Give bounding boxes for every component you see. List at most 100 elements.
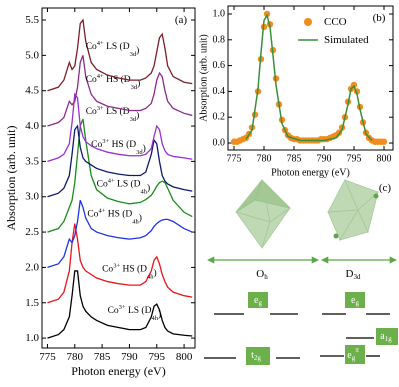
label-part: ) bbox=[154, 268, 157, 279]
label-part: Co bbox=[97, 180, 108, 190]
level-label: egπ bbox=[347, 346, 359, 362]
octahedron-d3d bbox=[327, 179, 379, 241]
panel-label: (b) bbox=[373, 12, 386, 24]
label-part: Co bbox=[86, 75, 97, 85]
face bbox=[339, 209, 369, 241]
y-axis-title: Absorption (arb. unit) bbox=[199, 34, 210, 122]
legend-label: Simulated bbox=[324, 34, 369, 46]
symmetry-label: Oh bbox=[256, 268, 268, 281]
label-part: ) bbox=[137, 78, 140, 89]
label-part: Co bbox=[86, 107, 97, 117]
y-tick-label: 0.6 bbox=[213, 60, 226, 71]
label-part: 4h bbox=[151, 315, 158, 322]
base: e bbox=[351, 295, 356, 306]
y-tick-label: 5.0 bbox=[25, 49, 39, 61]
label-part: 4h bbox=[141, 188, 148, 195]
sub: g bbox=[352, 354, 356, 362]
label-part: ) bbox=[139, 212, 142, 223]
series-label: Co3+ LS (D4h) bbox=[108, 304, 162, 322]
panel-c: (c) Oh D3d eg t2g bbox=[204, 178, 398, 365]
x-axis-title: Photon energy (eV) bbox=[71, 364, 165, 378]
level-label: eg bbox=[351, 295, 359, 308]
y-tick-label: 1.0 bbox=[213, 9, 226, 20]
panel-label: (a) bbox=[175, 14, 188, 26]
y-tick-label: 2.0 bbox=[25, 261, 39, 273]
base: t bbox=[251, 350, 254, 361]
label-part: ) bbox=[158, 309, 161, 320]
label-part: 3+ bbox=[113, 262, 120, 269]
series-label: Co4+ HS (D3d) bbox=[86, 73, 141, 91]
label-part: 4+ bbox=[97, 73, 104, 80]
label-part: HS (D bbox=[120, 264, 147, 275]
face bbox=[261, 207, 291, 249]
ligand bbox=[373, 193, 379, 199]
panel: 775 780 785 790 795 800 0.0 0.2 0.4 0.6 0.8 1.0 (b) P… bbox=[199, 5, 394, 179]
label-part: 4+ bbox=[108, 177, 115, 184]
ligand bbox=[333, 233, 339, 239]
label-part: 4h bbox=[147, 273, 154, 280]
y-tick-label: 4.5 bbox=[25, 85, 39, 97]
data-point bbox=[350, 81, 358, 89]
legend-label: CCO bbox=[324, 16, 347, 28]
legend-marker bbox=[304, 18, 312, 26]
label-part: Co bbox=[87, 209, 98, 219]
label-part: ) bbox=[143, 143, 146, 154]
data-line bbox=[47, 223, 193, 304]
sub: 2g bbox=[254, 354, 262, 362]
sup: π bbox=[355, 346, 359, 354]
base: O bbox=[256, 268, 264, 280]
label-part: 3+ bbox=[119, 304, 126, 311]
level-box bbox=[376, 328, 398, 345]
sub: g bbox=[355, 299, 359, 307]
x-tick-label: 800 bbox=[377, 154, 392, 165]
x-tick-label: 775 bbox=[39, 351, 56, 363]
label-part: LS (D bbox=[104, 41, 130, 52]
plot-frame bbox=[41, 7, 196, 349]
sub: 3d bbox=[353, 273, 361, 281]
label-part: Co bbox=[102, 265, 113, 275]
octahedron-oh bbox=[234, 178, 292, 249]
label-part: LS (D bbox=[126, 305, 152, 316]
series-label: Co3+ HS (D4h) bbox=[102, 262, 157, 280]
data-line bbox=[47, 55, 193, 127]
label-part: Co bbox=[86, 42, 97, 52]
x-tick-label: 790 bbox=[317, 154, 332, 165]
label-part: ) bbox=[136, 45, 139, 56]
sub: h bbox=[264, 273, 268, 281]
data-point bbox=[380, 138, 388, 145]
level-box bbox=[248, 292, 268, 308]
label-part: Co bbox=[91, 140, 102, 150]
x-tick-label: 775 bbox=[227, 154, 242, 165]
label-part: HS (D bbox=[109, 139, 136, 150]
level-box bbox=[246, 347, 270, 365]
level-box bbox=[345, 292, 365, 308]
label-part: Co bbox=[108, 306, 119, 316]
data-line bbox=[47, 270, 193, 339]
label-part: 4+ bbox=[98, 207, 105, 214]
label-part: 3d bbox=[130, 50, 137, 57]
y-tick-label: 3.5 bbox=[25, 155, 39, 167]
x-tick-label: 795 bbox=[347, 154, 362, 165]
label-part: HS (D bbox=[105, 208, 132, 219]
y-tick-label: 0.4 bbox=[213, 86, 226, 97]
panel: 775 780 785 790 795 800 1.0 1.5 2.0 2.5 3.0 3.5 4.0 4… bbox=[4, 7, 196, 378]
data-line bbox=[47, 118, 193, 233]
data-line bbox=[47, 124, 193, 198]
label-part: 4h bbox=[132, 218, 139, 225]
level-label: a1g bbox=[380, 331, 392, 344]
series-label: Co3+ LS (D3d) bbox=[86, 104, 140, 122]
label-part: LS (D bbox=[104, 106, 130, 117]
label-part: LS (D bbox=[115, 179, 141, 190]
label-part: 3d bbox=[136, 149, 143, 156]
x-axis-title: Photon energy (eV) bbox=[271, 168, 350, 179]
x-tick-label: 790 bbox=[121, 351, 138, 363]
level-label: eg bbox=[254, 295, 262, 308]
series-label: Co4+ LS (D3d) bbox=[86, 39, 140, 57]
x-tick-label: 800 bbox=[176, 351, 193, 363]
series-label: Co4+ HS (D4h) bbox=[87, 207, 142, 225]
label-part: ) bbox=[147, 183, 150, 194]
level-box bbox=[345, 345, 365, 364]
